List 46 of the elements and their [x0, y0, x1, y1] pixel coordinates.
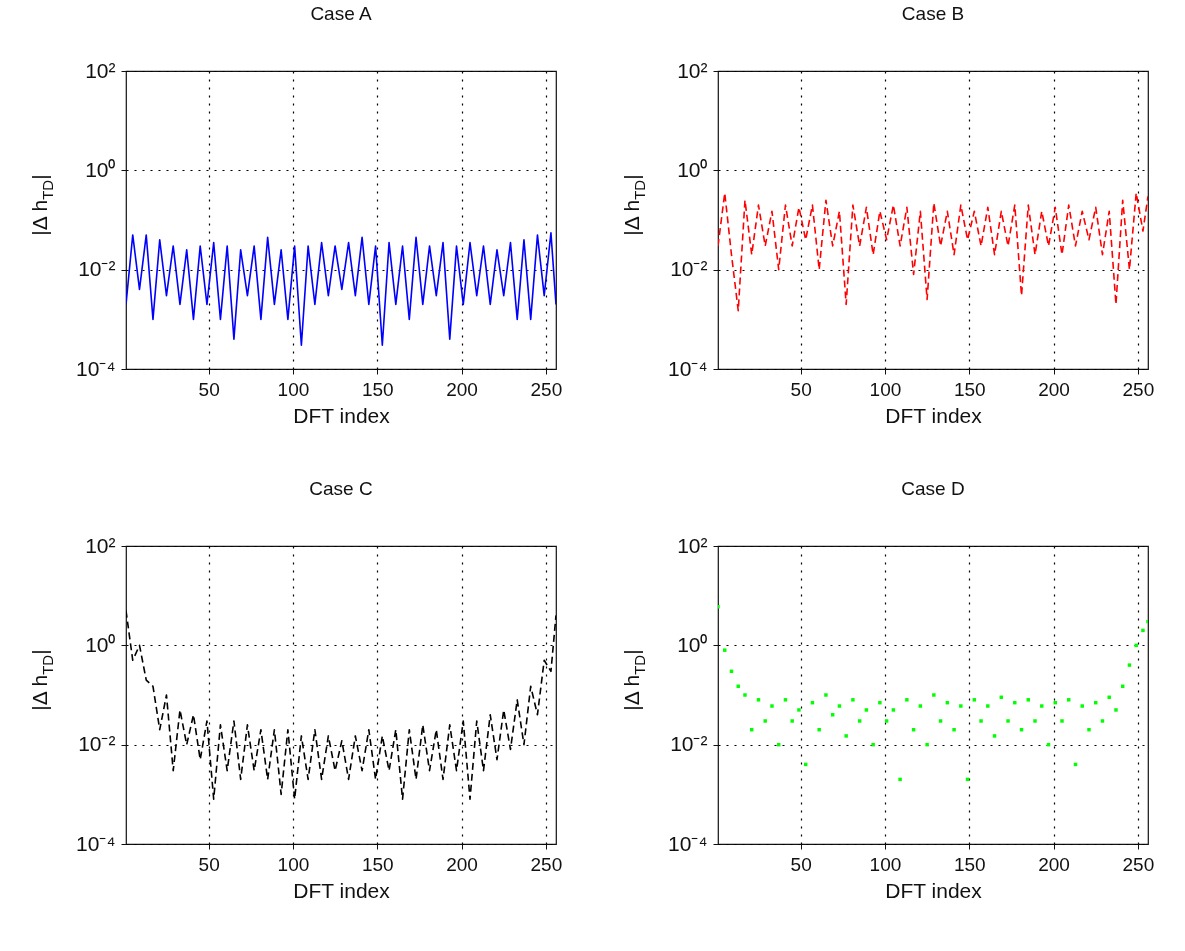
y-tick-label: 10⁻² [78, 732, 116, 756]
x-tick-label: 50 [198, 853, 220, 875]
chart-title: Case B [901, 3, 965, 24]
y-tick-label: 10² [85, 58, 116, 82]
x-axis-title: DFT index [885, 403, 983, 427]
x-tick-label: 100 [277, 853, 310, 875]
y-tick-label: 10⁰ [85, 157, 116, 181]
y-tick-label: 10⁻⁴ [76, 831, 116, 855]
x-tick-label: 150 [361, 853, 394, 875]
x-tick-label: 150 [953, 378, 986, 400]
x-tick-label: 100 [869, 378, 902, 400]
x-tick-label: 250 [1122, 853, 1155, 875]
y-tick-label: 10⁻⁴ [668, 831, 708, 855]
x-tick-label: 50 [790, 378, 812, 400]
x-tick-label: 150 [953, 853, 986, 875]
x-tick-label: 200 [1038, 853, 1070, 875]
chart-title: Case C [309, 478, 373, 499]
y-tick-label: 10⁰ [677, 632, 708, 656]
y-tick-label: 10² [677, 58, 708, 82]
y-tick-label: 10⁻⁴ [668, 356, 708, 380]
y-tick-label: 10⁻² [670, 732, 708, 756]
x-tick-label: 250 [530, 378, 563, 400]
y-tick-label: 10² [677, 533, 708, 557]
line-series [718, 192, 1148, 312]
y-tick-label: 10⁰ [677, 157, 708, 181]
y-tick-label: 10⁰ [85, 632, 116, 656]
x-tick-label: 100 [869, 853, 902, 875]
x-tick-label: 150 [361, 378, 394, 400]
x-tick-label: 200 [1038, 378, 1070, 400]
line-series [126, 232, 556, 347]
x-tick-label: 100 [277, 378, 310, 400]
y-tick-label: 10⁻⁴ [76, 356, 116, 380]
x-tick-label: 50 [198, 378, 220, 400]
chart-title: Case D [901, 478, 965, 499]
y-tick-label: 10⁻² [670, 257, 708, 281]
x-tick-label: 200 [446, 853, 478, 875]
x-tick-label: 200 [446, 378, 478, 400]
x-tick-label: 250 [1122, 378, 1155, 400]
x-tick-label: 50 [790, 853, 812, 875]
x-axis-title: DFT index [293, 403, 391, 427]
y-tick-label: 10² [85, 533, 116, 557]
x-axis-title: DFT index [885, 878, 983, 902]
x-tick-label: 250 [530, 853, 563, 875]
chart-title: Case A [310, 3, 372, 24]
y-tick-label: 10⁻² [78, 257, 116, 281]
x-axis-title: DFT index [293, 878, 391, 902]
